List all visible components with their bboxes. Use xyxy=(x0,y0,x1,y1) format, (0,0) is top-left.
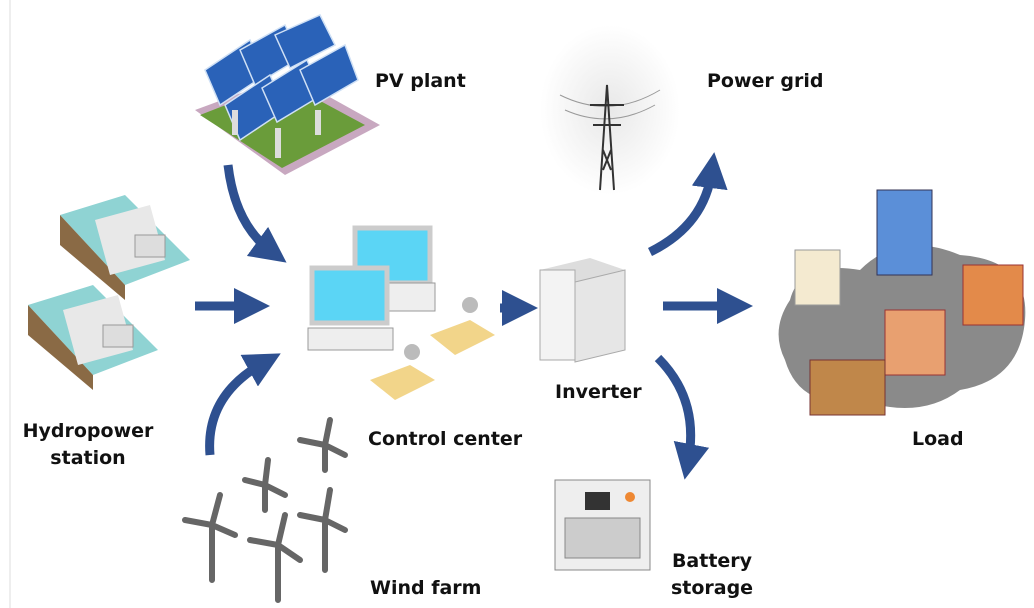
arrow xyxy=(228,165,272,252)
battery-icon xyxy=(555,480,650,570)
node-label: Control center xyxy=(368,428,523,450)
inverter-icon xyxy=(540,258,625,362)
arrow xyxy=(658,358,691,462)
node-label: Inverter xyxy=(555,381,642,403)
arrow xyxy=(210,362,265,455)
node-label: Hydropower xyxy=(23,420,154,442)
node-label: Battery xyxy=(672,550,753,572)
power-grid-icon xyxy=(540,25,680,195)
node-label: station xyxy=(50,447,125,469)
node-label: PV plant xyxy=(375,70,466,92)
node-label: storage xyxy=(671,577,753,599)
node-label: Load xyxy=(912,428,964,450)
control-center-icon xyxy=(308,228,495,400)
hydropower-icon xyxy=(28,195,190,390)
load-icon xyxy=(779,190,1026,415)
diagram: PV plant Power grid Hydropower station C… xyxy=(0,0,1034,608)
arrows xyxy=(195,165,735,462)
arrow xyxy=(650,170,712,252)
node-label: Wind farm xyxy=(370,577,481,599)
node-label: Power grid xyxy=(707,70,824,92)
pv-plant-icon xyxy=(195,15,380,175)
